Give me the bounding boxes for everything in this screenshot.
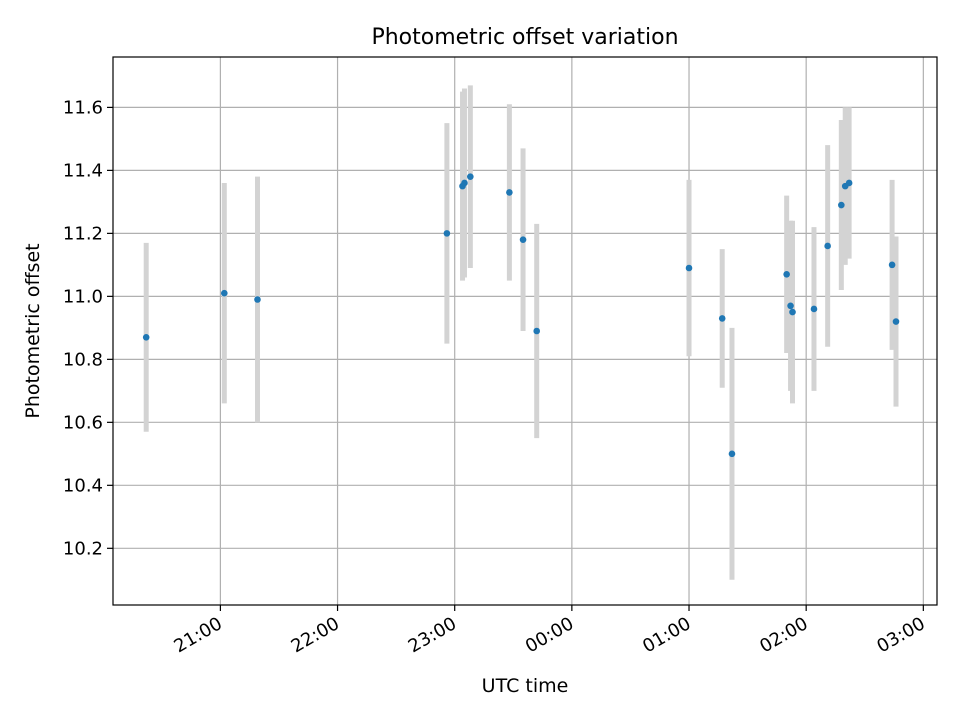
y-tick-label: 11.0	[63, 286, 103, 307]
y-axis-label: Photometric offset	[22, 243, 44, 418]
y-tick-label: 11.6	[63, 97, 103, 118]
data-point	[718, 315, 726, 322]
data-point	[506, 189, 513, 196]
data-point	[519, 236, 527, 243]
data-point	[220, 289, 228, 297]
data-point	[838, 201, 845, 209]
y-tick-label: 11.2	[63, 223, 103, 244]
plot-frame	[112, 56, 938, 606]
y-tick-label: 10.8	[63, 349, 103, 370]
data-point	[888, 261, 896, 269]
data-point	[824, 242, 831, 250]
data-point	[443, 230, 451, 237]
data-point	[789, 308, 796, 316]
data-point	[461, 179, 468, 187]
data-point	[728, 450, 736, 458]
data-point	[787, 302, 794, 310]
y-tick-label: 11.4	[63, 160, 103, 181]
data-point	[467, 173, 474, 180]
data-point	[810, 305, 818, 313]
data-points	[142, 173, 900, 458]
chart-title: Photometric offset variation	[371, 25, 678, 50]
data-point	[254, 296, 261, 303]
data-point	[783, 271, 790, 278]
data-point	[685, 264, 693, 272]
data-point	[845, 179, 853, 187]
data-point	[892, 318, 900, 325]
y-tick-label: 10.4	[63, 475, 103, 496]
x-axis-label: UTC time	[482, 675, 569, 697]
data-point	[533, 327, 541, 335]
y-tick-label: 10.6	[63, 412, 103, 433]
y-tick-label: 10.2	[63, 538, 103, 559]
data-point	[142, 333, 150, 341]
